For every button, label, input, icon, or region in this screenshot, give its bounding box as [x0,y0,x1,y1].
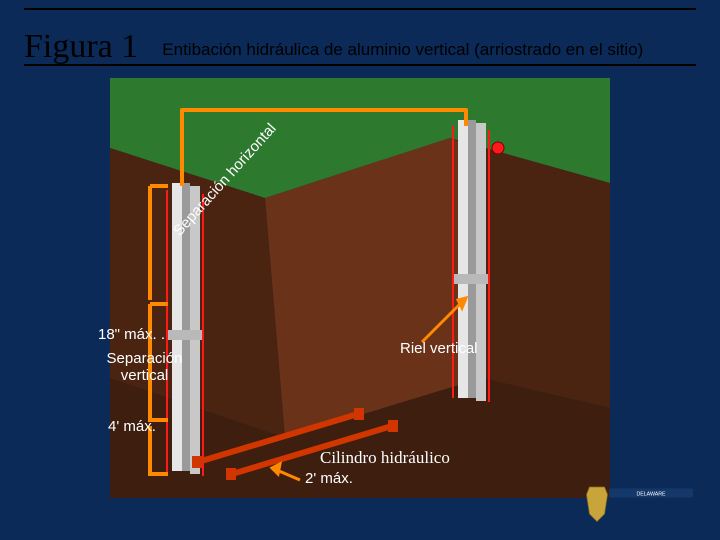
label-cilindro: Cilindro hidráulico [320,448,450,468]
labor-logo: DELAWARE DEPARTMENT OF LABOR [576,484,696,526]
label-sep-vertical-l2: vertical [121,367,169,384]
diagram-svg [110,78,610,498]
rule-top [24,8,696,10]
label-sep-vertical-l1: Separación [107,350,183,367]
rule-under-title [24,64,696,66]
logo-shield-icon [587,487,608,522]
label-18in-max: 18" máx. . [98,326,165,343]
figure-title: Figura 1 [24,30,138,64]
logo-text-dept: DEPARTMENT OF [632,500,670,505]
label-sep-vertical: Separación vertical [92,350,197,384]
logo-text-labor: LABOR [622,506,679,523]
label-riel-vertical: Riel vertical [400,340,478,357]
marker-red-dot [492,142,504,154]
figure-subtitle: Entibación hidráulica de aluminio vertic… [162,40,643,64]
label-4ft-max: 4' máx. [108,418,156,435]
header: Figura 1 Entibación hidráulica de alumin… [24,12,696,64]
highlight-red-right [452,126,454,398]
logo-text-delaware: DELAWARE [636,491,666,497]
highlight-red-left [166,190,168,472]
diagram: Separación horizontal 18" máx. . Separac… [110,78,610,498]
labor-logo-svg: DELAWARE DEPARTMENT OF LABOR [576,484,696,526]
slide: Figura 1 Entibación hidráulica de alumin… [0,0,720,540]
label-2ft-max: 2' máx. [305,470,353,487]
